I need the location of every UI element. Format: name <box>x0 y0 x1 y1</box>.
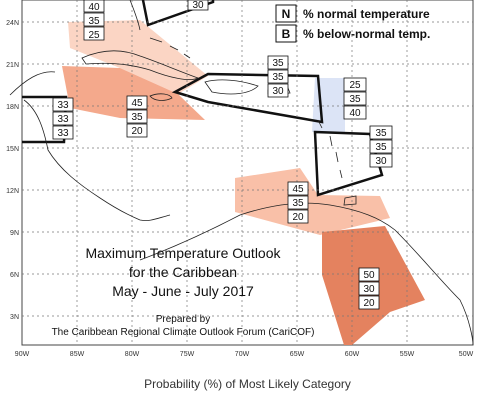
prob-value: 35 <box>375 128 387 139</box>
legend-key-box-n <box>275 4 297 23</box>
prob-value: 50 <box>363 270 375 281</box>
yucatan-coast <box>9 71 56 96</box>
zone-northern-leewards-shading <box>312 78 345 132</box>
lat-label: 18N <box>6 104 19 111</box>
prepared-by: Prepared by <box>156 314 210 325</box>
lat-labels: 24N 21N 18N 15N 12N 9N 6N 3N <box>6 20 19 321</box>
prob-value: 40 <box>88 2 100 13</box>
prob-value: 30 <box>272 86 284 97</box>
prob-box-guianas: 50 30 20 <box>358 267 380 310</box>
prob-value: 33 <box>57 114 69 125</box>
prob-value: 35 <box>272 58 284 69</box>
prob-value: 40 <box>349 108 361 119</box>
prob-value: 33 <box>57 100 69 111</box>
florida-coast <box>129 0 141 31</box>
prob-value: 30 <box>363 284 375 295</box>
bahamas-coast <box>149 37 191 59</box>
legend-text-n: % normal temperature <box>303 7 430 21</box>
prob-value: 35 <box>272 72 284 83</box>
trinidad-coast <box>343 195 357 206</box>
lat-label: 9N <box>10 230 19 237</box>
lon-label: 75W <box>180 351 195 358</box>
title-line-1: Maximum Temperature Outlook <box>85 245 281 261</box>
lon-label: 90W <box>15 351 30 358</box>
prob-box-top-center: 30 <box>187 0 209 11</box>
legend-key-n: N <box>282 7 291 21</box>
prob-value: 25 <box>349 80 361 91</box>
prob-box-windward-islands: 35 35 30 <box>369 125 393 168</box>
zone-hispaniola-outline <box>171 72 324 124</box>
title-line-3: May - June - July 2017 <box>112 283 254 299</box>
prob-value: 30 <box>192 0 204 11</box>
lat-label: 3N <box>10 314 19 321</box>
prob-box-gulf-cuba-north: 40 35 25 <box>83 0 105 41</box>
lon-label: 85W <box>70 351 85 358</box>
lat-label: 15N <box>6 146 19 153</box>
prob-value: 25 <box>88 30 100 41</box>
legend-text-b: % below-normal temp. <box>303 27 430 41</box>
prob-value: 35 <box>349 94 361 105</box>
zone-windward-outline <box>313 130 384 197</box>
lat-label: 24N <box>6 20 19 27</box>
central-america-coast <box>23 99 171 221</box>
prob-value: 30 <box>375 156 387 167</box>
zone-top-center-outline <box>141 0 215 27</box>
prob-value: 35 <box>131 112 143 123</box>
prob-value: 45 <box>292 184 304 195</box>
lat-label: 12N <box>6 188 19 195</box>
prob-box-cuba-jamaica: 45 35 20 <box>126 95 148 138</box>
footer-caption: Probability (%) of Most Likely Category <box>144 377 351 391</box>
jamaica-coast <box>149 93 173 101</box>
prob-value: 20 <box>292 212 304 223</box>
prob-box-northern-leewards: 25 35 40 <box>343 77 367 120</box>
lat-label: 6N <box>10 272 19 279</box>
cuba-coast <box>81 50 200 80</box>
prob-box-hispaniola-puerto-rico: 35 35 30 <box>267 55 289 98</box>
prob-value: 33 <box>57 128 69 139</box>
prob-box-abc-islands: 45 35 20 <box>287 181 309 224</box>
prob-value: 45 <box>131 98 143 109</box>
lon-label: 55W <box>400 351 415 358</box>
lon-label: 70W <box>235 351 250 358</box>
lon-label: 60W <box>345 351 360 358</box>
outlook-title: Maximum Temperature Outlook for the Cari… <box>52 245 315 338</box>
hispaniola-coast <box>204 79 259 95</box>
prob-value: 20 <box>131 126 143 137</box>
lon-label: 80W <box>125 351 140 358</box>
legend-key-box-b <box>275 24 297 43</box>
lon-label: 65W <box>290 351 305 358</box>
zone-abc-shading <box>235 168 390 235</box>
lon-labels: 90W 85W 80W 75W 70W 65W 60W 55W 50W <box>15 351 474 358</box>
prob-value: 20 <box>363 298 375 309</box>
prob-value: 35 <box>375 142 387 153</box>
prob-value: 35 <box>88 16 100 27</box>
lon-label: 50W <box>459 351 474 358</box>
legend-key-b: B <box>282 27 291 41</box>
lesser-antilles-coast <box>317 119 343 179</box>
coastlines <box>9 0 474 346</box>
prob-box-central-america: 33 33 33 <box>52 97 74 140</box>
prob-value: 35 <box>292 198 304 209</box>
outlook-map: 24N 21N 18N 15N 12N 9N 6N 3N 90W 85W 80W… <box>6 0 474 358</box>
south-america-coast <box>139 202 474 346</box>
title-line-2: for the Caribbean <box>129 264 237 280</box>
lat-label: 21N <box>6 62 19 69</box>
legend: N % normal temperature B % below-normal … <box>275 4 430 43</box>
zone-cuba-jamaica-shading <box>62 66 205 120</box>
organization: The Caribbean Regional Climate Outlook F… <box>52 327 315 338</box>
